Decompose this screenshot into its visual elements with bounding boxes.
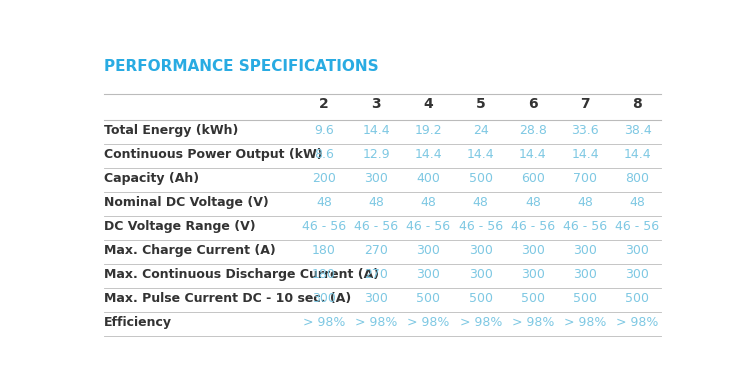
Text: 600: 600 [521,172,545,185]
Text: Max. Pulse Current DC - 10 sec. (A): Max. Pulse Current DC - 10 sec. (A) [104,292,351,305]
Text: 48: 48 [525,196,541,209]
Text: 500: 500 [416,292,440,305]
Text: 300: 300 [312,292,336,305]
Text: 14.4: 14.4 [362,124,390,137]
Text: 48: 48 [420,196,436,209]
Text: 800: 800 [625,172,649,185]
Text: 48: 48 [368,196,384,209]
Text: 6: 6 [528,97,538,111]
Text: 300: 300 [469,268,493,281]
Text: Max. Continuous Discharge Current (A): Max. Continuous Discharge Current (A) [104,268,379,281]
Text: > 98%: > 98% [459,316,502,329]
Text: Nominal DC Voltage (V): Nominal DC Voltage (V) [104,196,269,209]
Text: 300: 300 [625,268,649,281]
Text: PERFORMANCE SPECIFICATIONS: PERFORMANCE SPECIFICATIONS [104,59,379,74]
Text: 46 - 56: 46 - 56 [616,220,659,233]
Text: 2: 2 [319,97,329,111]
Text: 14.4: 14.4 [467,148,494,161]
Text: 500: 500 [625,292,649,305]
Text: 46 - 56: 46 - 56 [459,220,502,233]
Text: 300: 300 [365,172,388,185]
Text: Capacity (Ah): Capacity (Ah) [104,172,199,185]
Text: 300: 300 [365,292,388,305]
Text: 12.9: 12.9 [362,148,390,161]
Text: 180: 180 [312,268,336,281]
Text: 14.4: 14.4 [519,148,547,161]
Text: 28.8: 28.8 [519,124,547,137]
Text: 700: 700 [574,172,597,185]
Text: > 98%: > 98% [564,316,606,329]
Text: 4: 4 [424,97,433,111]
Text: 270: 270 [365,268,388,281]
Text: 46 - 56: 46 - 56 [354,220,398,233]
Text: 48: 48 [577,196,593,209]
Text: 19.2: 19.2 [415,124,442,137]
Text: 14.4: 14.4 [571,148,599,161]
Text: 14.4: 14.4 [415,148,442,161]
Text: > 98%: > 98% [408,316,450,329]
Text: 46 - 56: 46 - 56 [511,220,555,233]
Text: 300: 300 [625,244,649,257]
Text: 3: 3 [371,97,381,111]
Text: 8: 8 [633,97,642,111]
Text: 300: 300 [574,268,597,281]
Text: 180: 180 [312,244,336,257]
Text: 300: 300 [469,244,493,257]
Text: 8.6: 8.6 [314,148,334,161]
Text: 48: 48 [316,196,332,209]
Text: Continuous Power Output (kW): Continuous Power Output (kW) [104,148,323,161]
Text: 270: 270 [365,244,388,257]
Text: > 98%: > 98% [617,316,659,329]
Text: 400: 400 [416,172,440,185]
Text: 7: 7 [580,97,590,111]
Text: 500: 500 [469,172,493,185]
Text: 300: 300 [521,244,545,257]
Text: 500: 500 [521,292,545,305]
Text: 500: 500 [469,292,493,305]
Text: 300: 300 [416,268,440,281]
Text: 48: 48 [473,196,488,209]
Text: Max. Charge Current (A): Max. Charge Current (A) [104,244,276,257]
Text: 38.4: 38.4 [624,124,651,137]
Text: 46 - 56: 46 - 56 [406,220,451,233]
Text: 500: 500 [574,292,597,305]
Text: > 98%: > 98% [512,316,554,329]
Text: 300: 300 [416,244,440,257]
Text: > 98%: > 98% [355,316,397,329]
Text: 48: 48 [630,196,645,209]
Text: 33.6: 33.6 [571,124,599,137]
Text: 200: 200 [312,172,336,185]
Text: 24: 24 [473,124,488,137]
Text: 46 - 56: 46 - 56 [302,220,346,233]
Text: 46 - 56: 46 - 56 [563,220,608,233]
Text: > 98%: > 98% [303,316,345,329]
Text: Efficiency: Efficiency [104,316,172,329]
Text: 9.6: 9.6 [314,124,333,137]
Text: 14.4: 14.4 [624,148,651,161]
Text: 300: 300 [574,244,597,257]
Text: DC Voltage Range (V): DC Voltage Range (V) [104,220,256,233]
Text: 5: 5 [476,97,485,111]
Text: 300: 300 [521,268,545,281]
Text: Total Energy (kWh): Total Energy (kWh) [104,124,239,137]
